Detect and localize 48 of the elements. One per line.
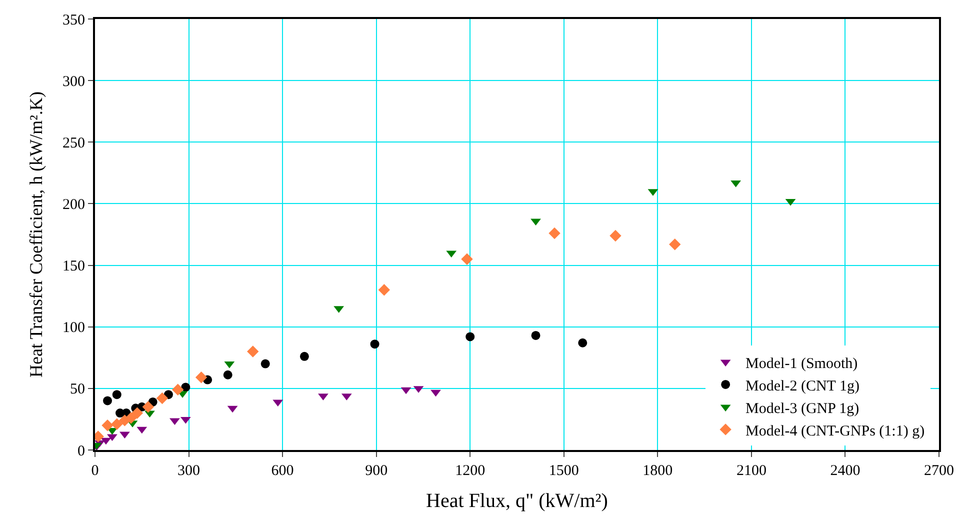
point bbox=[172, 384, 184, 396]
point bbox=[578, 338, 588, 348]
y-tick-label: 150 bbox=[62, 258, 85, 275]
point bbox=[102, 420, 114, 432]
point bbox=[548, 227, 560, 240]
x-tick-label: 600 bbox=[271, 463, 294, 479]
y-tick-label: 100 bbox=[62, 320, 85, 336]
y-axis-title: Heat Transfer Coefficient, h (kW/m².K) bbox=[26, 92, 46, 378]
point bbox=[247, 346, 259, 358]
point bbox=[131, 407, 144, 419]
point bbox=[669, 238, 681, 250]
point bbox=[111, 418, 123, 430]
legend-label: Model-1 (Smooth) bbox=[746, 356, 858, 372]
x-tick-label: 300 bbox=[178, 463, 200, 479]
legend-label: Model-2 (CNT 1g) bbox=[746, 378, 860, 394]
x-tick-label: 1500 bbox=[548, 463, 579, 479]
point bbox=[156, 392, 168, 404]
x-tick-label: 2700 bbox=[924, 463, 954, 479]
point bbox=[531, 330, 540, 340]
legend-label: Model-3 (GNP 1g) bbox=[746, 400, 860, 417]
x-tick-label: 0 bbox=[91, 463, 99, 479]
point bbox=[112, 390, 122, 400]
y-tick-label: 200 bbox=[62, 196, 85, 213]
point bbox=[300, 352, 309, 361]
x-tick-label: 2100 bbox=[736, 463, 766, 479]
x-tick-label: 1200 bbox=[455, 463, 486, 479]
point bbox=[378, 284, 390, 296]
point bbox=[125, 412, 137, 424]
point bbox=[223, 370, 232, 380]
point bbox=[461, 253, 473, 265]
y-tick-label: 50 bbox=[70, 382, 85, 398]
point bbox=[370, 340, 380, 349]
point bbox=[466, 332, 475, 342]
y-tick-label: 250 bbox=[62, 135, 85, 152]
point bbox=[260, 359, 270, 368]
x-tick-label: 900 bbox=[365, 463, 388, 479]
point bbox=[610, 230, 622, 242]
y-tick-label: 300 bbox=[62, 74, 85, 90]
x-tick-label: 2400 bbox=[830, 463, 860, 479]
y-tick-label: 350 bbox=[62, 12, 85, 28]
x-tick-label: 1800 bbox=[642, 463, 673, 479]
point bbox=[103, 396, 112, 406]
point bbox=[142, 401, 154, 413]
y-tick-label: 0 bbox=[78, 443, 85, 460]
point bbox=[430, 390, 441, 397]
point bbox=[195, 372, 208, 384]
legend-label: Model-4 (CNT-GNPs (1:1) g) bbox=[746, 423, 925, 440]
x-axis-title: Heat Flux, q" (kW/m²) bbox=[426, 490, 608, 512]
